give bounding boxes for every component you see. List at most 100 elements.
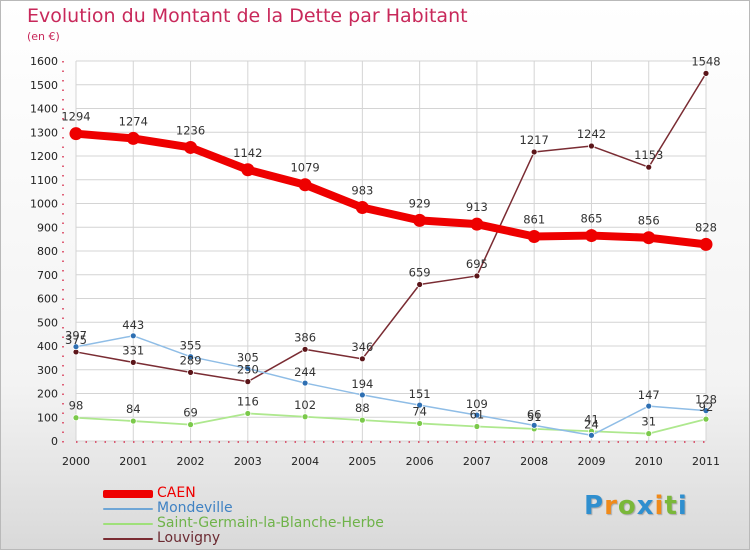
data-label: 88 [355, 401, 370, 415]
data-point [358, 416, 366, 424]
x-tick-label: 2000 [62, 455, 90, 468]
data-point [588, 142, 595, 150]
brand-letter: r [604, 491, 618, 521]
data-label: 98 [69, 399, 84, 413]
data-point [298, 178, 312, 192]
data-point [244, 365, 252, 372]
data-label: 397 [65, 329, 87, 343]
data-point [588, 431, 595, 439]
x-tick-label: 2005 [348, 455, 376, 468]
data-point [645, 402, 653, 410]
y-tick-label: 1600 [30, 55, 58, 68]
legend-label-caen: CAEN [157, 485, 196, 501]
chart-subtitle: (en €) [27, 30, 60, 43]
data-label: 865 [580, 212, 602, 226]
data-label: 913 [466, 200, 488, 214]
data-label: 861 [523, 213, 545, 227]
legend-item-saint-germain: Saint-Germain-la-Blanche-Herbe [103, 516, 384, 531]
data-label: 84 [126, 402, 141, 416]
data-label: 147 [638, 388, 660, 402]
data-label: 659 [409, 265, 431, 279]
x-tick-label: 2011 [692, 455, 720, 468]
y-tick-label: 600 [37, 293, 58, 306]
brand-letter: x [636, 491, 655, 521]
y-tick-label: 700 [37, 269, 58, 282]
x-tick-label: 2010 [635, 455, 663, 468]
data-label: 61 [470, 408, 485, 422]
data-label: 128 [695, 393, 717, 407]
data-point [702, 407, 710, 415]
data-point [72, 414, 80, 422]
data-point [473, 423, 481, 430]
y-tick-label: 300 [37, 364, 58, 377]
data-label: 24 [584, 417, 599, 431]
data-point [702, 69, 710, 77]
y-tick-label: 0 [51, 435, 58, 448]
series-line-0 [72, 129, 710, 249]
data-point [645, 430, 653, 438]
brand-letter: t [664, 491, 678, 521]
data-point [184, 140, 198, 154]
data-point [358, 391, 366, 399]
data-point [301, 379, 309, 387]
series-line-1 [75, 335, 707, 437]
y-tick-label: 800 [37, 245, 58, 258]
brand-letter: o [617, 491, 637, 521]
data-point [301, 345, 309, 353]
y-tick-label: 1200 [30, 150, 58, 163]
data-point [244, 410, 252, 417]
series-line-2 [75, 412, 707, 435]
data-label: 74 [412, 404, 427, 418]
data-label: 1236 [176, 123, 205, 137]
series-line-3 [75, 72, 707, 383]
x-tick-label: 2008 [520, 455, 548, 468]
brand-letter: P [584, 491, 605, 521]
data-point [699, 237, 713, 251]
data-label: 66 [527, 407, 542, 421]
y-tick-label: 1300 [30, 126, 58, 139]
data-label: 443 [122, 318, 144, 332]
data-point [241, 163, 255, 177]
data-label: 856 [638, 214, 660, 228]
data-label: 51 [527, 410, 542, 424]
y-tick-label: 400 [37, 340, 58, 353]
data-point [72, 343, 80, 351]
data-label: 92 [699, 400, 714, 414]
brand-letter: i [677, 491, 688, 521]
data-point [129, 358, 137, 366]
x-tick-label: 2007 [463, 455, 491, 468]
data-point [416, 420, 424, 427]
data-point [473, 272, 481, 280]
brand-letter: i [654, 491, 665, 521]
data-label: 1142 [233, 146, 262, 160]
data-point [645, 163, 653, 171]
data-label: 1274 [119, 114, 148, 128]
legend-label-mondeville: Mondeville [157, 500, 233, 516]
y-tick-label: 900 [37, 221, 58, 234]
x-tick-label: 2004 [291, 455, 319, 468]
data-label: 1217 [520, 133, 549, 147]
legend-item-caen: CAEN [103, 486, 384, 501]
x-tick-label: 2002 [177, 455, 205, 468]
data-point [126, 131, 140, 145]
y-tick-label: 500 [37, 316, 58, 329]
data-point [187, 353, 194, 361]
y-tick-label: 1400 [30, 103, 58, 116]
x-tick-label: 2009 [577, 455, 605, 468]
y-tick-label: 1500 [30, 79, 58, 92]
y-tick-label: 1100 [30, 174, 58, 187]
y-tick-label: 1000 [30, 198, 58, 211]
legend-item-mondeville: Mondeville [103, 501, 384, 516]
data-label: 250 [237, 363, 259, 377]
x-tick-label: 2001 [119, 455, 147, 468]
data-label: 31 [641, 415, 656, 429]
data-point [187, 421, 194, 429]
data-point [129, 332, 137, 340]
data-label: 375 [65, 333, 87, 347]
data-point [584, 229, 598, 243]
data-point [473, 411, 481, 419]
legend-label-louvigny: Louvigny [157, 530, 221, 546]
y-tick-label: 100 [37, 411, 58, 424]
